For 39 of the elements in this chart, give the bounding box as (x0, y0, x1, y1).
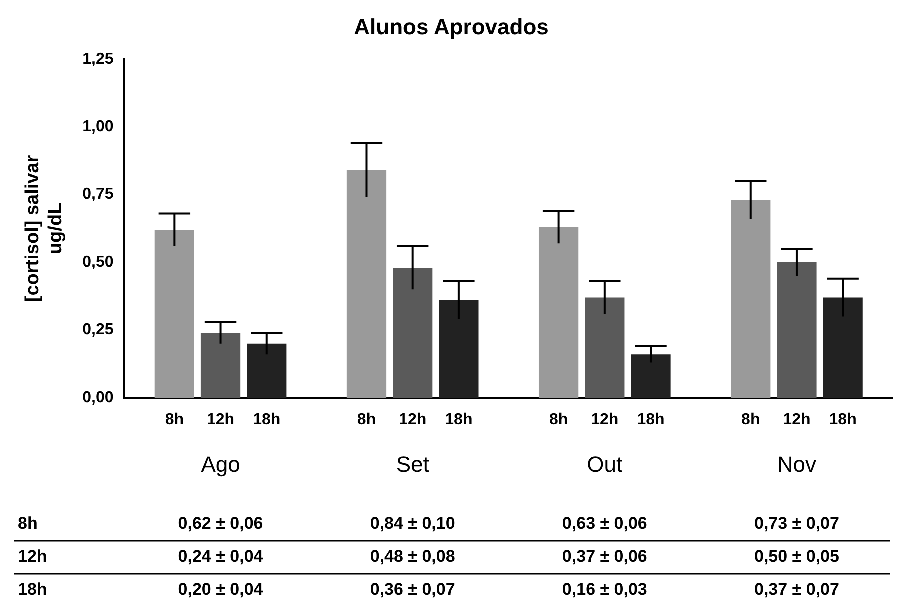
x-tick-label: Ago (201, 452, 240, 478)
data-label: 0,50 ± 0,05 (754, 547, 840, 566)
data-label: 0,20 ± 0,04 (178, 580, 264, 600)
y-tick-label: 0,25 (82, 322, 114, 339)
y-tick-label: 0,50 (82, 254, 114, 271)
y-tick-label: 0,75 (82, 186, 114, 204)
text: 18h (637, 411, 665, 428)
data-label: 0,73 ± 0,07 (754, 514, 840, 534)
text: 18h (18, 580, 48, 600)
chart-title: Alunos Aprovados (354, 14, 549, 40)
text: 12h (18, 547, 48, 566)
data-label: 0,37 ± 0,06 (562, 547, 648, 566)
data-label: 0,24 ± 0,04 (178, 547, 264, 566)
data-label: 0,16 ± 0,03 (562, 580, 648, 600)
series-label: 8h (165, 411, 184, 428)
text: 12h (399, 411, 427, 428)
x-tick-label: Set (396, 452, 430, 478)
text: 18h (829, 411, 857, 428)
text: 8h (357, 411, 376, 428)
data-label: 0,84 ± 0,10 (370, 514, 456, 534)
text: 12h (591, 411, 619, 428)
text: 8h (742, 411, 760, 428)
data-label: 0,48 ± 0,08 (370, 547, 456, 566)
y-tick-label: 0,00 (82, 389, 114, 406)
y-tick-label: 1,00 (82, 118, 114, 136)
text: 18h (445, 411, 473, 428)
series-label: 18h (253, 411, 281, 428)
data-label: 0,62 ± 0,06 (178, 514, 264, 534)
series-label: 12h (206, 411, 235, 428)
data-label: 0,36 ± 0,07 (370, 580, 456, 600)
y-tick-label: 1,25 (82, 50, 114, 68)
text: 12h (783, 411, 811, 428)
text: 8h (549, 411, 568, 428)
x-tick-label: Out (587, 452, 623, 478)
y-axis-title: [cortisol] salivar ug/dL (22, 154, 66, 302)
text: 8h (18, 514, 38, 534)
data-label: 0,37 ± 0,07 (754, 580, 840, 600)
data-label: 0,63 ± 0,06 (562, 514, 648, 534)
x-tick-label: Nov (777, 452, 817, 478)
